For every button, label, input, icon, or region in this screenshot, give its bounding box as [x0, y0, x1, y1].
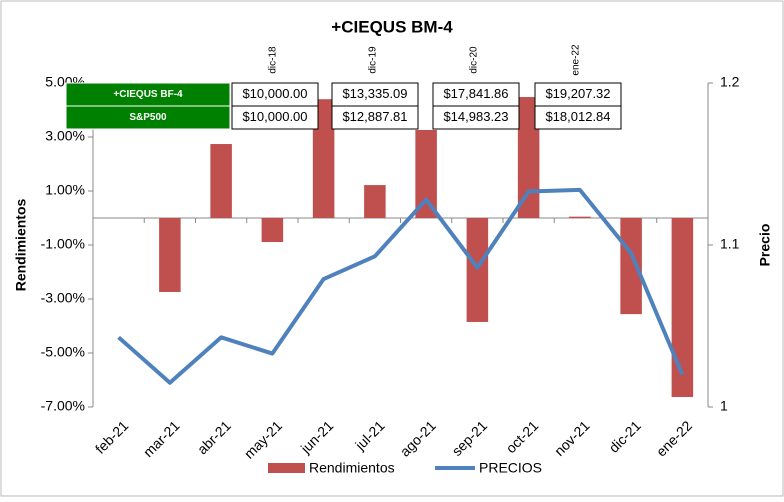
bar [671, 218, 694, 398]
y-tick-label: -3.00% [41, 290, 85, 306]
bar [517, 97, 540, 218]
table-column-header: ene-22 [571, 44, 582, 76]
bar [210, 144, 232, 218]
table-column-header: dic-20 [469, 46, 480, 74]
table-cell [231, 105, 319, 130]
table-cell-text: $14,983.23 [443, 109, 508, 124]
bar [159, 218, 181, 292]
table-cell-text: $17,841.86 [443, 86, 508, 101]
legend-label: Rendimientos [309, 460, 395, 476]
y-tick-label: 3.00% [45, 128, 85, 144]
bar [569, 216, 591, 218]
table-cell [331, 105, 419, 130]
bar [364, 185, 386, 218]
table-cell-text: $19,207.32 [545, 86, 610, 101]
table-cell-text: $18,012.84 [545, 109, 610, 124]
legend-swatch [268, 463, 305, 473]
bar [620, 218, 642, 315]
y-tick-label: -5.00% [41, 344, 85, 360]
y2-tick-label: 1.2 [720, 74, 740, 90]
table-column-header: dic-18 [268, 46, 279, 74]
bar [415, 129, 437, 218]
chart-title: +CIEQUS BM-4 [331, 17, 453, 36]
table-cell [432, 105, 520, 130]
table-cell [534, 105, 622, 130]
table-cell-text: $10,000.00 [242, 109, 307, 124]
price-line [117, 187, 685, 385]
y-tick-label: 1.00% [45, 182, 85, 198]
y-axis-label: Rendimientos [13, 199, 29, 292]
table-cell-text: $10,000.00 [242, 86, 307, 101]
y-tick-label: -7.00% [41, 398, 85, 414]
y2-tick-label: 1.1 [720, 236, 740, 252]
table-row-header-cell [65, 105, 231, 130]
table-cell-text: $12,887.81 [342, 109, 407, 124]
y2-axis-label: Precio [757, 224, 773, 267]
legend-label: PRECIOS [479, 460, 542, 476]
table-row-header: +CIEQUS BF-4 [113, 89, 183, 100]
table-cell-text: $13,335.09 [342, 86, 407, 101]
table-row-header: S&P500 [129, 112, 167, 123]
bar [466, 218, 489, 322]
bar [261, 218, 284, 243]
table-column-header: dic-19 [368, 46, 379, 74]
y2-tick-label: 1 [720, 398, 728, 414]
y-tick-label: -1.00% [41, 236, 85, 252]
